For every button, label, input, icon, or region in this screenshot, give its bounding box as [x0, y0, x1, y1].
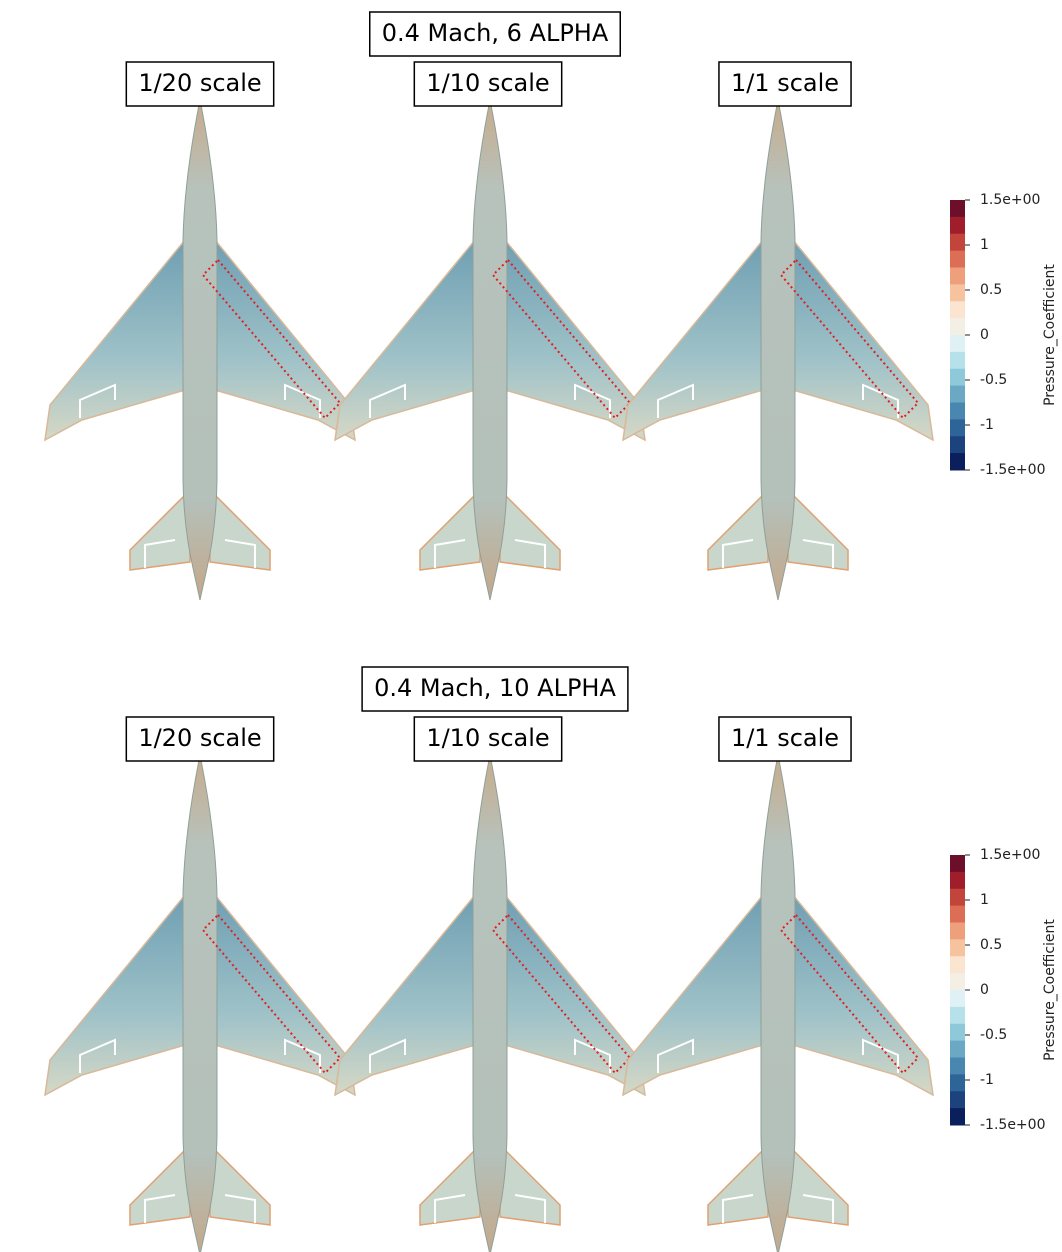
colorbar-tick-label: 1: [980, 892, 989, 908]
colorbar-tick-label: -1.5e+00: [980, 1117, 1045, 1133]
colorbar-band: [950, 200, 965, 217]
aircraft: [623, 100, 933, 600]
colorbar-title: Pressure_Coefficient: [1042, 919, 1058, 1061]
colorbar-band: [950, 453, 965, 470]
scale-label: 1/1 scale: [731, 724, 839, 752]
colorbar-tick-label: -1: [980, 417, 994, 433]
aircraft: [45, 755, 355, 1252]
colorbar-band: [950, 872, 965, 889]
colorbar-band: [950, 318, 965, 335]
aircraft: [45, 100, 355, 600]
colorbar-band: [950, 234, 965, 251]
aircraft: [335, 755, 645, 1252]
colorbar-band: [950, 1108, 965, 1125]
colorbar-band: [950, 1058, 965, 1075]
scale-label: 1/20 scale: [138, 69, 261, 97]
colorbar-tick-label: 1.5e+00: [980, 847, 1040, 863]
colorbar-tick-label: -1.5e+00: [980, 462, 1045, 478]
colorbar-band: [950, 906, 965, 923]
colorbar-tick-label: 0.5: [980, 937, 1002, 953]
colorbar-band: [950, 436, 965, 453]
page: 0.4 Mach, 6 ALPHA 1/20 scale 1/10 scale 1/1…: [0, 0, 1062, 1252]
colorbar-band: [950, 956, 965, 973]
colorbar-band: [950, 369, 965, 386]
scale-label: 1/10 scale: [426, 724, 549, 752]
colorbar-band: [950, 301, 965, 318]
colorbar-band: [950, 217, 965, 234]
colorbar-tick-label: 1: [980, 237, 989, 253]
colorbar-tick-label: 0: [980, 982, 989, 998]
scale-label: 1/1 scale: [731, 69, 839, 97]
colorbar-band: [950, 419, 965, 436]
colorbar-tick-label: -1: [980, 1072, 994, 1088]
colorbar-tick-label: 0: [980, 327, 989, 343]
colorbar-band: [950, 268, 965, 285]
scale-label: 1/20 scale: [138, 724, 261, 752]
aircraft: [623, 755, 933, 1252]
colorbar-band: [950, 990, 965, 1007]
colorbar-band: [950, 1007, 965, 1024]
colorbar-band: [950, 923, 965, 940]
colorbar-band: [950, 386, 965, 403]
colorbar-title: Pressure_Coefficient: [1042, 264, 1058, 406]
colorbar-band: [950, 251, 965, 268]
colorbar-band: [950, 335, 965, 352]
colorbar-tick-label: -0.5: [980, 1027, 1007, 1043]
aircraft: [335, 100, 645, 600]
colorbar-band: [950, 855, 965, 872]
colorbar-band: [950, 1024, 965, 1041]
colorbar-band: [950, 352, 965, 369]
scale-label: 1/10 scale: [426, 69, 549, 97]
colorbar-band: [950, 939, 965, 956]
panel-title: 0.4 Mach, 10 ALPHA: [374, 674, 616, 702]
colorbar-band: [950, 284, 965, 301]
colorbar-band: [950, 1041, 965, 1058]
colorbar-band: [950, 403, 965, 420]
panel-title: 0.4 Mach, 6 ALPHA: [382, 19, 609, 47]
figure: 0.4 Mach, 6 ALPHA 1/20 scale 1/10 scale 1/1…: [0, 0, 1062, 1252]
colorbar-tick-label: 0.5: [980, 282, 1002, 298]
colorbar-tick-label: 1.5e+00: [980, 192, 1040, 208]
colorbar-band: [950, 1074, 965, 1091]
colorbar-band: [950, 973, 965, 990]
colorbar-band: [950, 1091, 965, 1108]
colorbar-tick-label: -0.5: [980, 372, 1007, 388]
colorbar-band: [950, 889, 965, 906]
